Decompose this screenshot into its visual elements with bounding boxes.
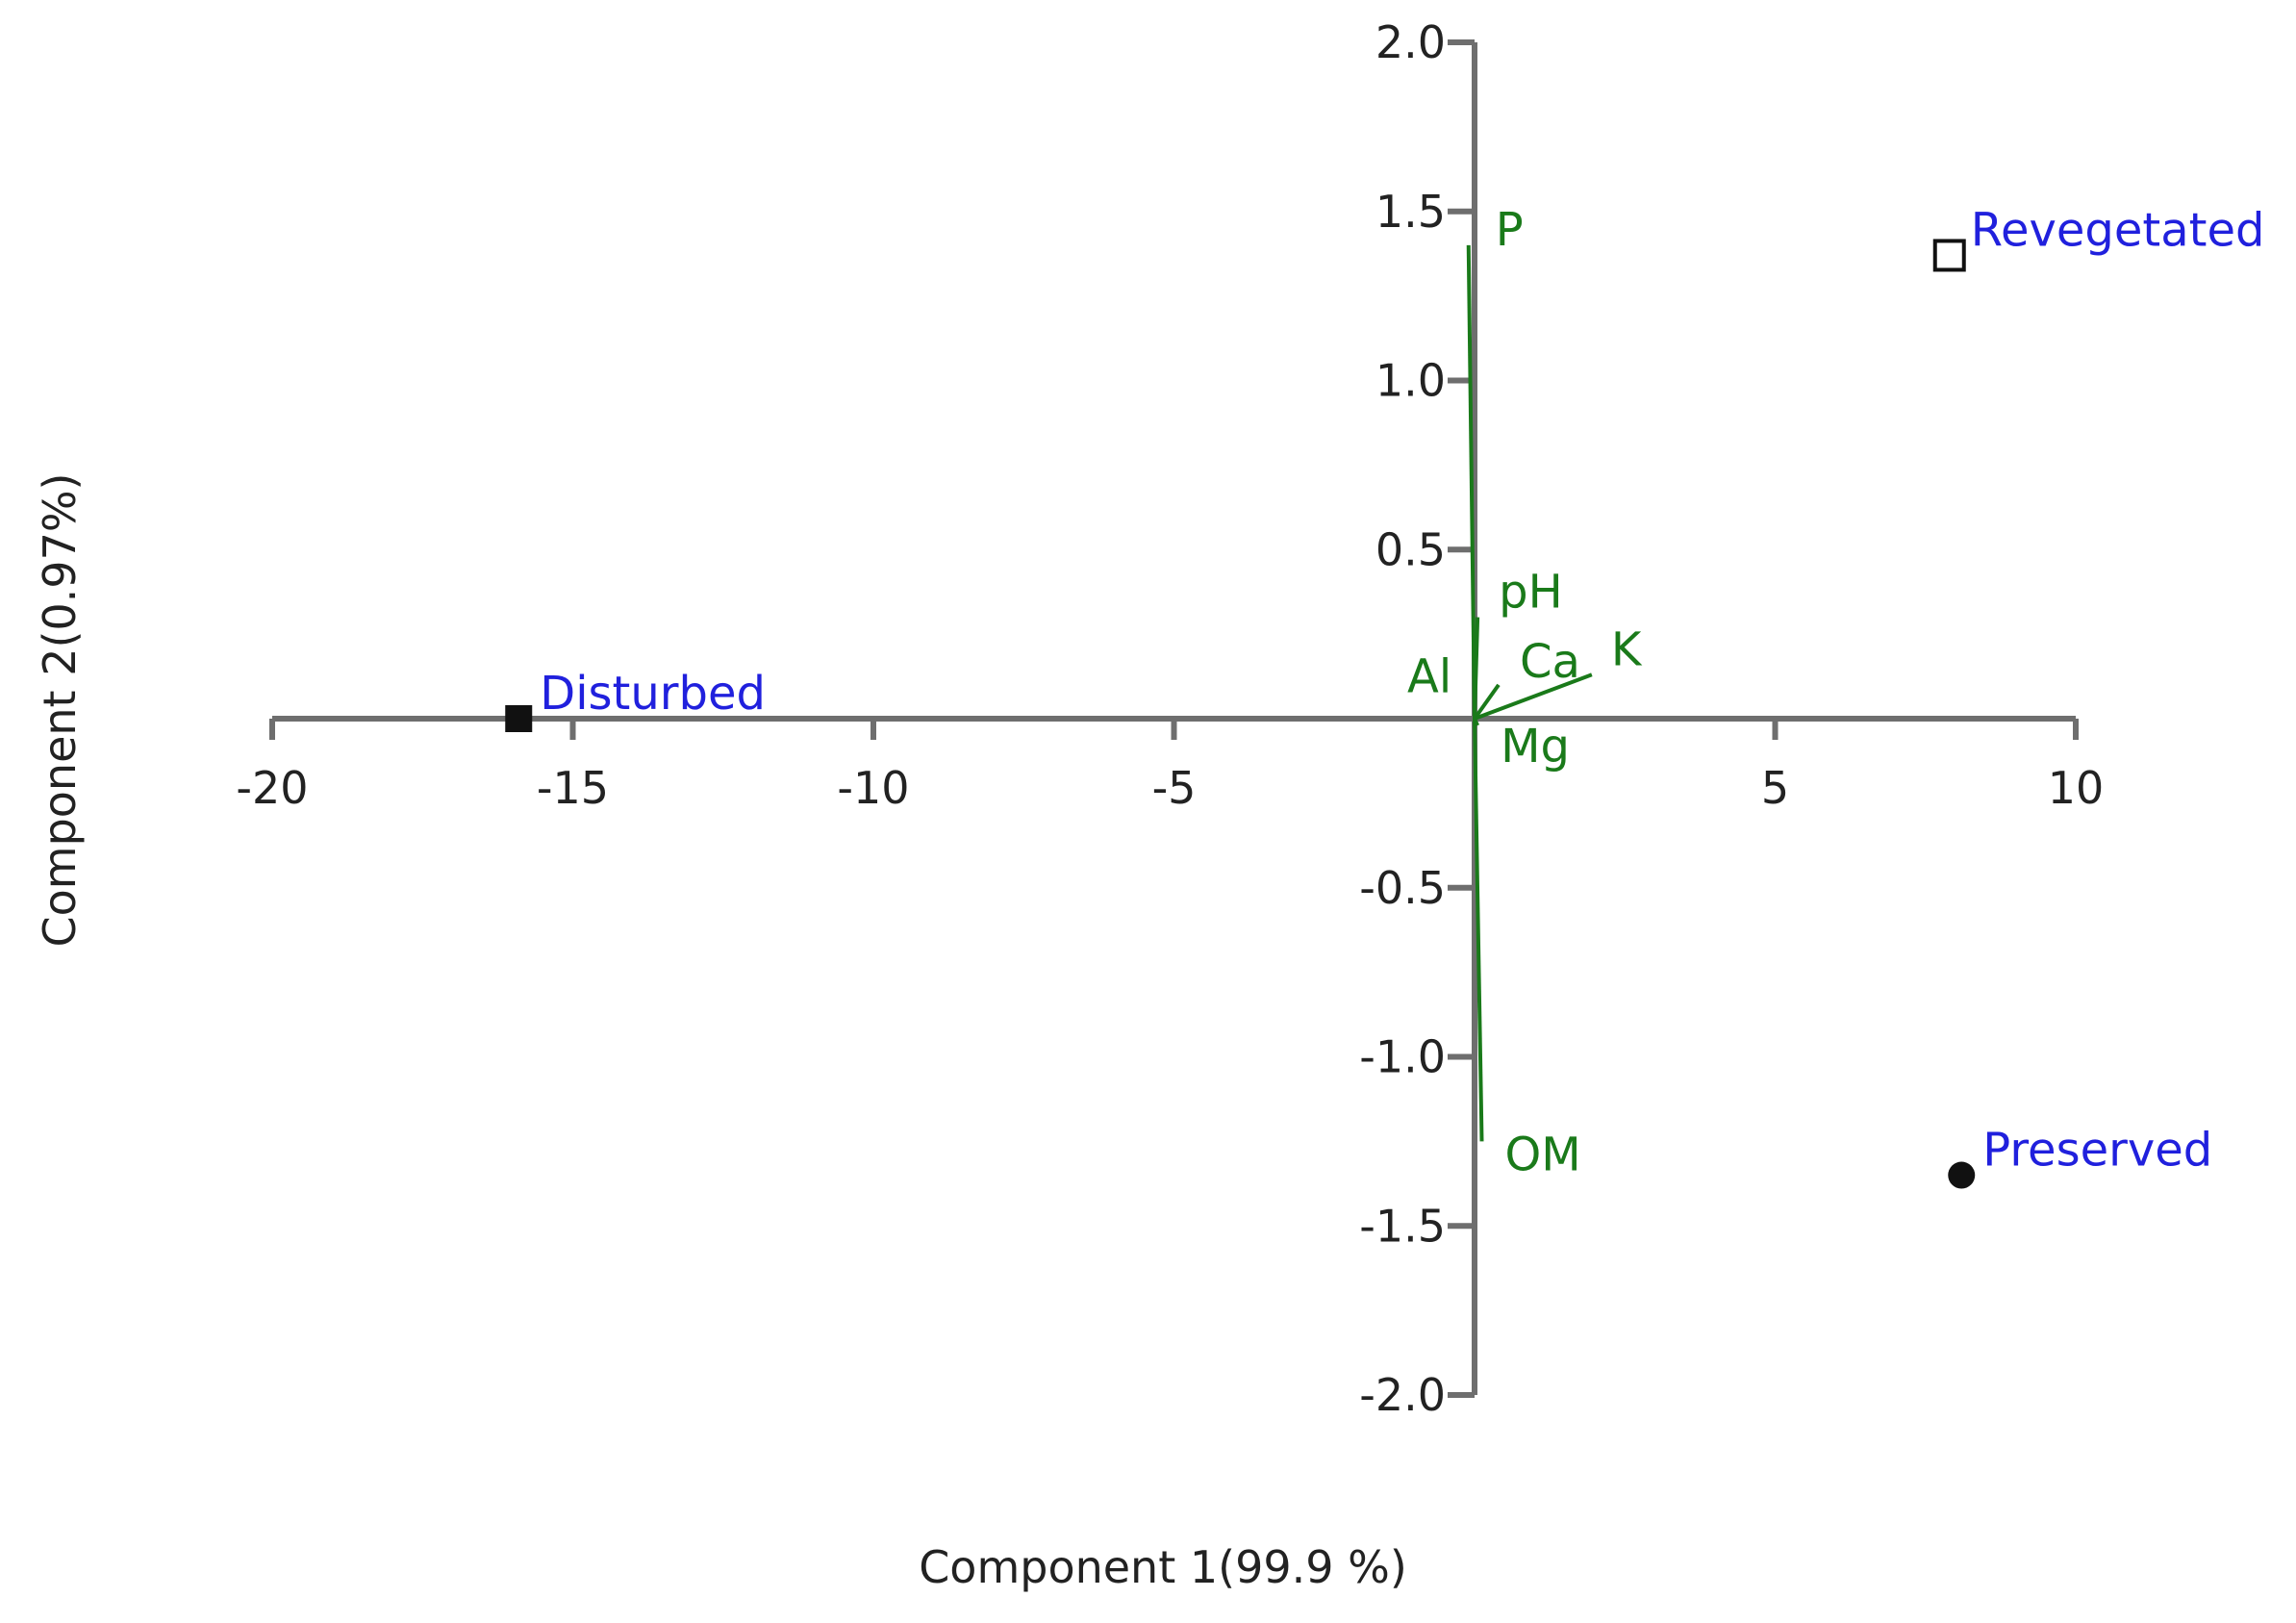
y-tick-label: -1.5: [1359, 1200, 1446, 1252]
y-tick-label: -1.0: [1359, 1031, 1446, 1083]
x-tick-label: -15: [537, 762, 609, 814]
point-revegetated: [1932, 239, 1966, 272]
loading-label-p: P: [1496, 203, 1524, 257]
observation-points: Disturbed Revegetated Preserved: [505, 203, 2265, 1189]
x-tick-label: -10: [837, 762, 909, 814]
y-axis-title: Component 2(0.97%): [34, 473, 86, 948]
loading-label-ph: pH: [1499, 566, 1563, 620]
loading-vector-om: [1473, 718, 1484, 1142]
y-tick-label: 1.0: [1375, 355, 1446, 407]
loading-vector-k: [1474, 672, 1593, 721]
loading-label-al: Al: [1407, 649, 1451, 703]
loading-label-k: K: [1611, 622, 1643, 676]
point-label-preserved: Preserved: [1982, 1124, 2212, 1178]
loading-label-ca: Ca: [1520, 635, 1580, 689]
y-tick-label: 2.0: [1375, 16, 1446, 68]
loading-vectors: PpH Ca K Al Mg OM: [1407, 203, 1643, 1181]
loading-vector-p: [1466, 244, 1476, 720]
x-tick-label: -5: [1152, 762, 1197, 814]
x-tick-label: -20: [236, 762, 308, 814]
loading-label-mg: Mg: [1501, 720, 1570, 773]
x-tick-label: 10: [2048, 762, 2105, 814]
y-tick-label: -0.5: [1359, 862, 1446, 914]
y-tick-label: 0.5: [1375, 523, 1446, 575]
loading-vector-ca: [1473, 683, 1501, 721]
y-tick-label: 1.5: [1375, 186, 1446, 238]
loading-label-om: OM: [1505, 1128, 1581, 1181]
point-label-disturbed: Disturbed: [540, 667, 766, 721]
x-axis-title: Component 1(99.9 %): [919, 1541, 1407, 1593]
y-tick-label: -2.0: [1359, 1369, 1446, 1421]
axes: -20 -15 -10 -5 5 10 2.0 1.5 1.0 0.5 -0.5 -1.0 -1.5 -2…: [236, 16, 2104, 1421]
point-label-revegetated: Revegetated: [1971, 203, 2265, 257]
x-tick-label: 5: [1761, 762, 1789, 814]
point-disturbed: [505, 705, 533, 732]
point-preserved: [1948, 1161, 1976, 1189]
